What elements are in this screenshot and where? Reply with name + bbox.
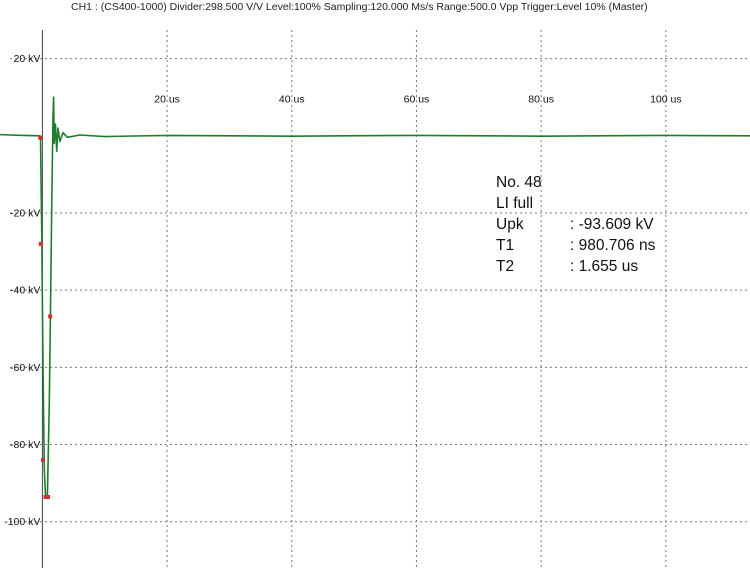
x-tick-label: 80 us bbox=[528, 94, 554, 106]
measurement-key: Upk bbox=[496, 216, 524, 233]
x-tick-label: 40 us bbox=[279, 94, 305, 106]
x-tick-label: 60 us bbox=[404, 94, 430, 106]
measurement-marker bbox=[41, 457, 46, 462]
shot-number: No. 48 bbox=[496, 174, 542, 191]
test-type: LI full bbox=[496, 195, 534, 212]
measurement-row-t2: T2 : 1.655 us bbox=[496, 256, 655, 277]
measurement-panel: No. 48 LI full Upk : -93.609 kV T1 : 980… bbox=[496, 172, 655, 277]
measurement-value: : -93.609 kV bbox=[570, 216, 654, 233]
tick-labels: 20 kV -20 kV -40 kV -60 kV -80 kV -100 kV 20 u… bbox=[4, 53, 682, 528]
measurement-value: : 1.655 us bbox=[570, 258, 639, 275]
x-tick-label: 20 us bbox=[154, 94, 180, 106]
grid-layer bbox=[10, 30, 750, 568]
measurement-marker bbox=[38, 135, 43, 140]
measurement-row-t1: T1 : 980.706 ns bbox=[496, 235, 655, 256]
measurement-key: T2 bbox=[496, 258, 515, 275]
measurement-key: T1 bbox=[496, 237, 515, 254]
y-tick-label: 20 kV bbox=[14, 53, 41, 65]
x-tick-label: 100 us bbox=[650, 94, 682, 106]
marker-layer bbox=[38, 135, 53, 499]
measurement-marker bbox=[48, 314, 53, 319]
measurement-marker bbox=[46, 494, 51, 499]
measurement-value: : 980.706 ns bbox=[570, 237, 656, 254]
measurement-marker bbox=[38, 241, 43, 246]
trace-layer bbox=[0, 96, 750, 498]
y-tick-label: -40 kV bbox=[10, 285, 40, 297]
waveform-trace bbox=[0, 96, 750, 498]
measurement-row-upk: Upk : -93.609 kV bbox=[496, 214, 655, 235]
y-tick-label: -60 kV bbox=[10, 362, 40, 374]
channel-settings-header: CH1 : (CS400-1000) Divider:298.500 V/V L… bbox=[71, 1, 648, 13]
y-tick-label: -80 kV bbox=[10, 439, 40, 451]
y-tick-label: -20 kV bbox=[10, 207, 40, 219]
y-tick-label: -100 kV bbox=[4, 516, 40, 528]
measurement-marker bbox=[43, 494, 48, 499]
